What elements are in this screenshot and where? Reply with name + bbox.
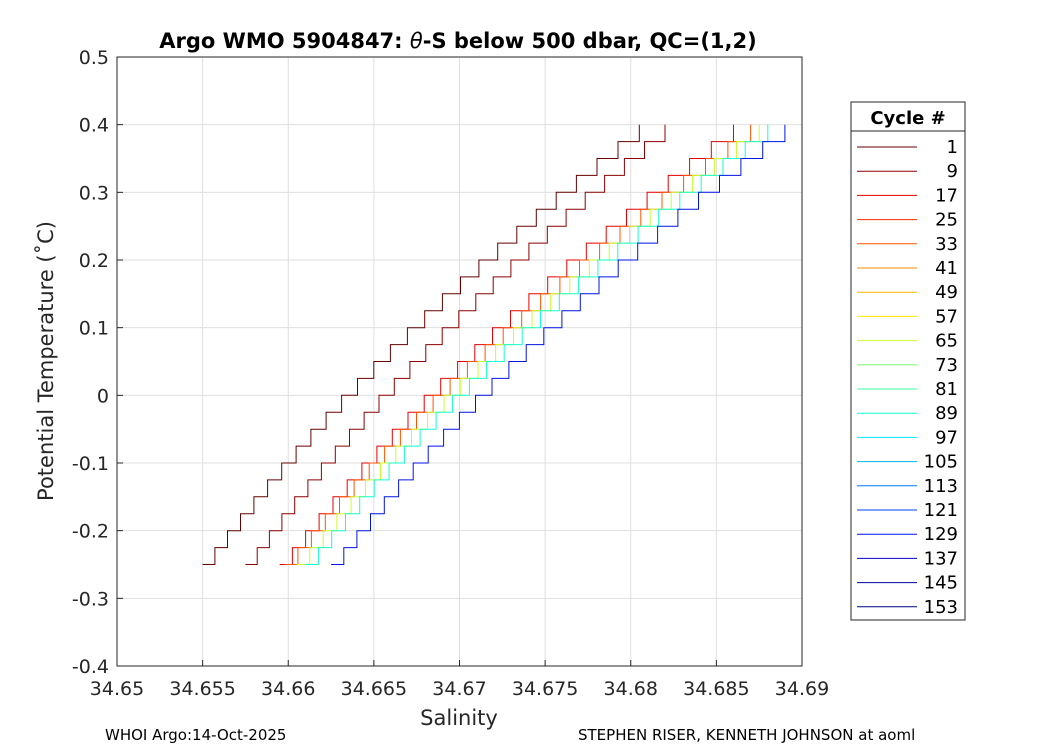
legend-entry-label: 73	[935, 355, 958, 376]
x-tick-label: 34.685	[683, 678, 749, 700]
y-tick-label: -0.4	[72, 656, 109, 678]
legend-entry-label: 97	[935, 427, 958, 448]
legend-entry-label: 153	[924, 597, 958, 618]
legend-title: Cycle #	[870, 108, 945, 129]
y-tick-label: 0.1	[79, 318, 109, 340]
x-tick-labels: 34.65 34.655 34.66 34.665 34.67 34.675 34.68 34…	[90, 678, 829, 700]
profile-trace	[284, 124, 752, 565]
legend-entry-label: 9	[947, 161, 958, 182]
legend-entry-label: 129	[924, 524, 958, 545]
y-tick-label: -0.1	[72, 453, 109, 475]
legend-entry-label: 137	[924, 548, 958, 569]
x-tick-label: 34.69	[775, 678, 829, 700]
profile-trace	[202, 124, 640, 565]
legend-entry-label: 105	[924, 452, 958, 473]
legend-entry-label: 113	[924, 476, 958, 497]
y-tick-label: 0.2	[79, 250, 109, 272]
footer-left: WHOI Argo:14-Oct-2025	[105, 726, 287, 744]
x-tick-label: 34.68	[604, 678, 658, 700]
y-tick-label: -0.3	[72, 588, 109, 610]
x-tick-label: 34.66	[261, 678, 315, 700]
legend-entry-label: 25	[935, 210, 958, 231]
plot-area-frame	[116, 56, 803, 667]
y-tick-label: 0.4	[79, 115, 109, 137]
profile-trace	[245, 124, 666, 565]
legend-entry-label: 49	[935, 282, 958, 303]
legend-entry-label: 33	[935, 234, 958, 255]
legend-box	[850, 101, 966, 621]
legend: Cycle # 1 9 17 25 33 41 49 57 65 73 81 89 97 105 113 12…	[850, 101, 966, 621]
x-tick-label: 34.665	[341, 678, 407, 700]
legend-entry-label: 145	[924, 573, 958, 594]
legend-entry-label: 41	[935, 258, 958, 279]
legend-entry-label: 17	[935, 185, 958, 206]
y-tick-label: 0.5	[79, 47, 109, 69]
legend-entry-label: 81	[935, 379, 958, 400]
x-tick-label: 34.675	[512, 678, 578, 700]
legend-entry-label: 121	[924, 500, 958, 521]
profile-trace	[305, 124, 769, 565]
legend-entries: 1 9 17 25 33 41 49 57 65 73 81 89 97 105 113 121 129 137 1…	[857, 137, 958, 618]
y-tick-label: 0.3	[79, 182, 109, 204]
legend-entry-label: 89	[935, 403, 958, 424]
grid-lines	[116, 56, 803, 667]
y-tick-label: -0.2	[72, 521, 109, 543]
x-axis-label: Salinity	[420, 706, 498, 730]
y-tick-labels: -0.4 -0.3 -0.2 -0.1 0 0.1 0.2 0.3 0.4 0.5	[72, 47, 109, 678]
footer-right: STEPHEN RISER, KENNETH JOHNSON at aoml	[578, 726, 916, 744]
profile-trace	[331, 124, 786, 565]
legend-entry-label: 57	[935, 306, 958, 327]
chart-title: Argo WMO 5904847: θ-S below 500 dbar, QC…	[159, 29, 756, 53]
legend-entry-label: 1	[947, 137, 958, 158]
profile-lines	[202, 124, 786, 565]
x-tick-label: 34.655	[169, 678, 235, 700]
x-tick-label: 34.65	[90, 678, 144, 700]
y-axis-label: Potential Temperature (˚C)	[34, 221, 58, 501]
legend-entry-label: 65	[935, 331, 958, 352]
y-tick-label: 0	[97, 385, 109, 407]
x-tick-label: 34.67	[432, 678, 486, 700]
